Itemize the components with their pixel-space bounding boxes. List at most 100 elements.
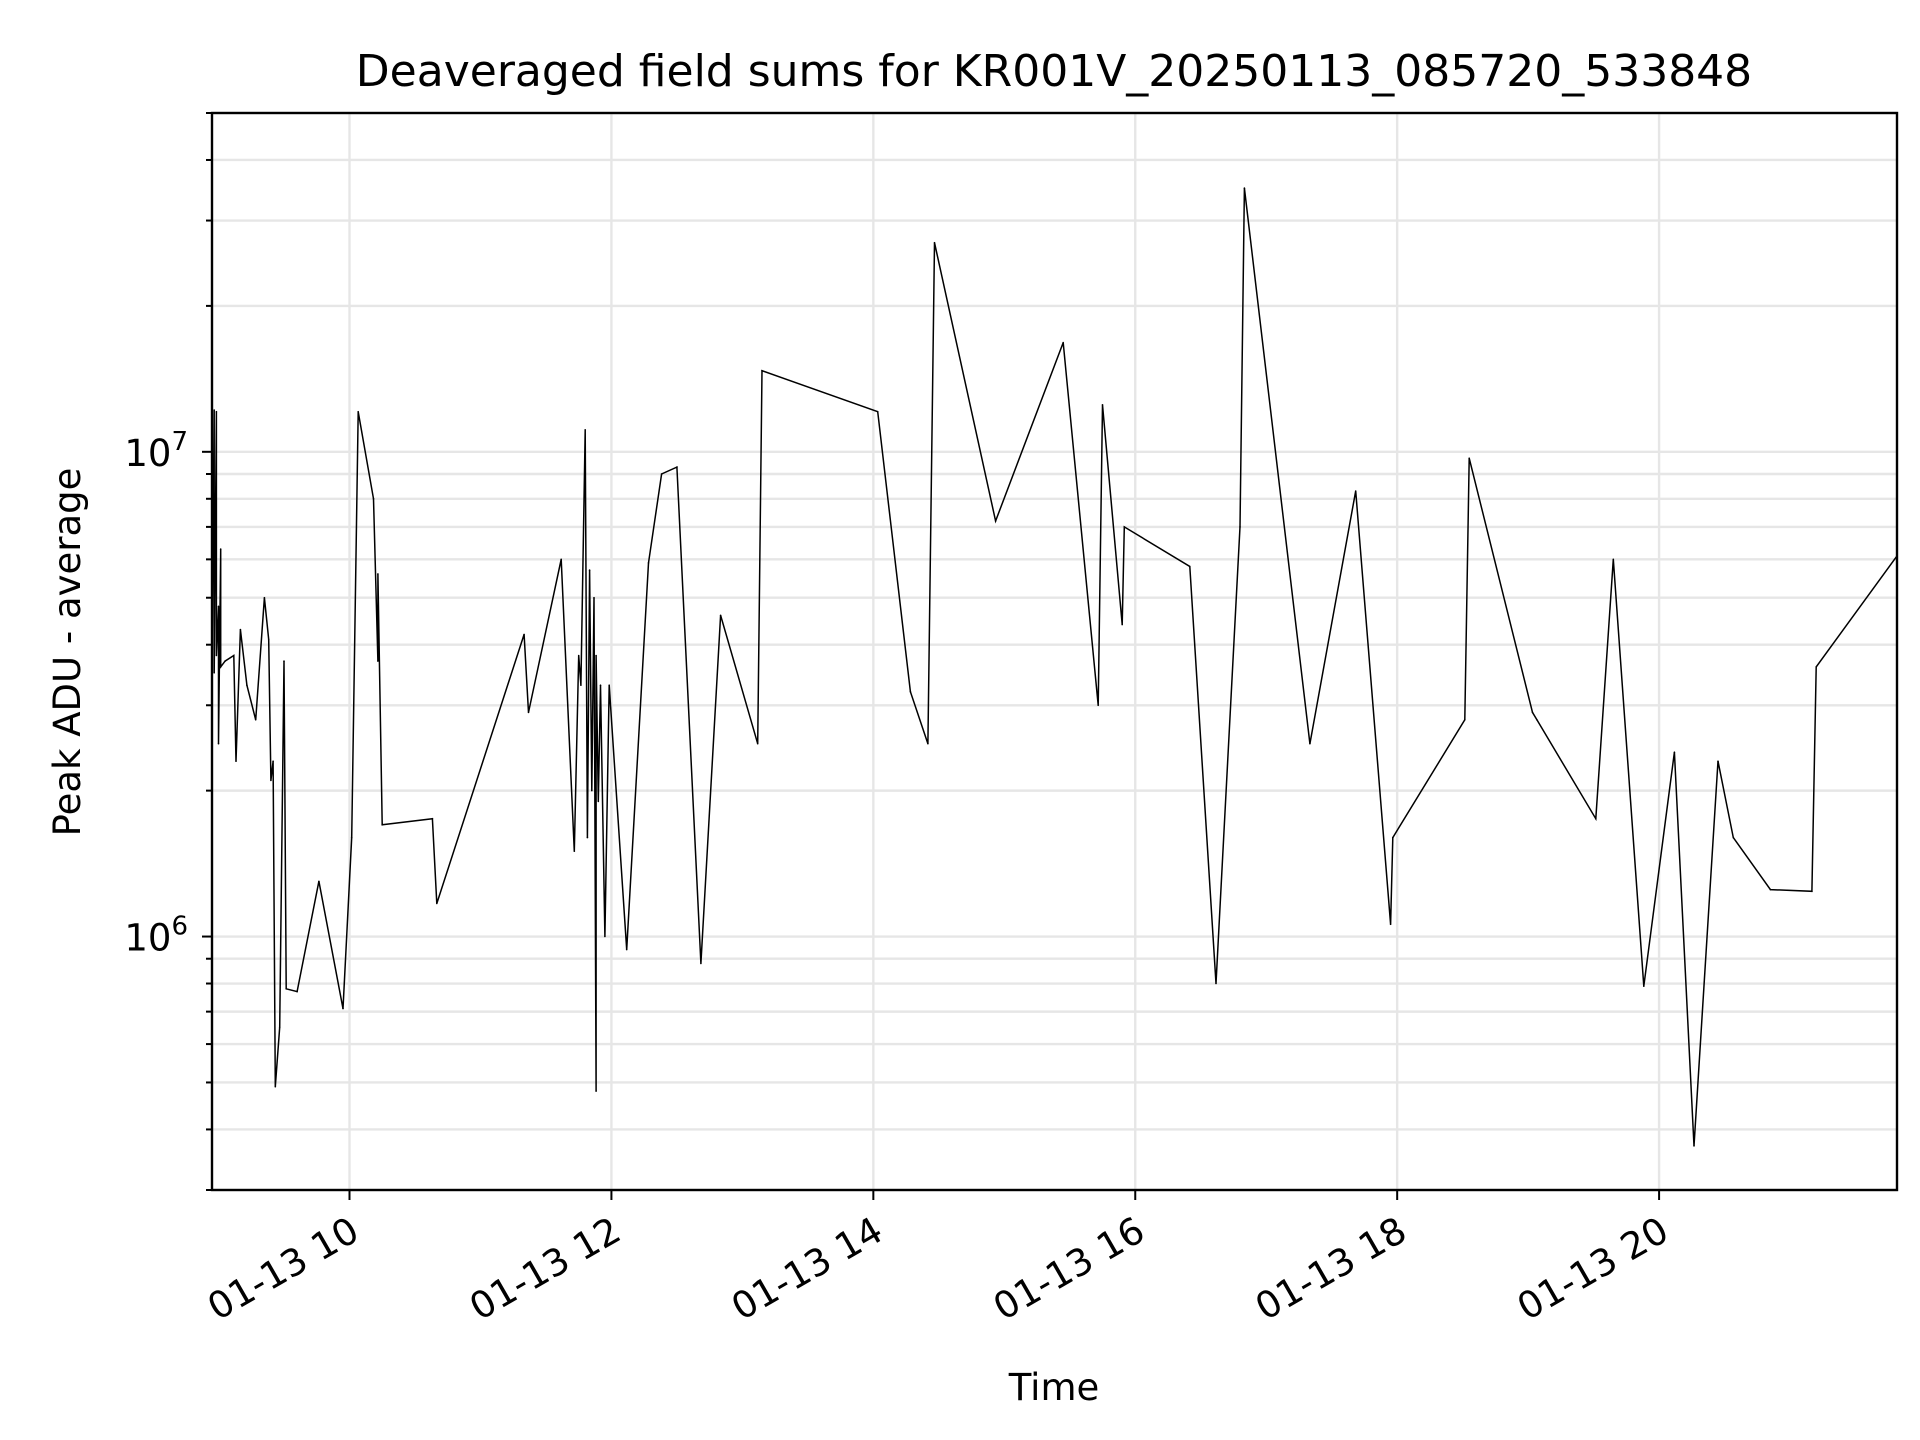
data-point (318, 880, 320, 883)
data-point (1121, 623, 1123, 626)
data-point (933, 241, 936, 244)
data-point (372, 498, 375, 500)
data-point (1101, 404, 1104, 406)
series-group (211, 187, 1898, 1147)
data-point (876, 410, 879, 413)
x-tick-label: 01-13 18 (1248, 1209, 1414, 1329)
data-point (597, 800, 600, 803)
data-point (756, 742, 759, 745)
data-point (377, 660, 379, 662)
data-point (263, 596, 266, 599)
data-point (523, 633, 525, 636)
y-tick-label-exponent: 7 (171, 427, 188, 457)
y-tick-label-exponent: 6 (171, 912, 188, 942)
data-point (436, 902, 438, 905)
data-point (219, 548, 222, 550)
data-point (1769, 888, 1772, 891)
data-point (1464, 719, 1466, 721)
data-point (296, 990, 298, 993)
data-point (217, 605, 220, 608)
data-point (254, 719, 257, 721)
data-point (1531, 711, 1534, 714)
data-point (1389, 923, 1392, 926)
data-point (700, 962, 702, 965)
data-point (580, 684, 582, 686)
data-point (1189, 565, 1191, 568)
plot-frame (210, 111, 1899, 1192)
data-point (278, 1026, 281, 1028)
data-point (604, 935, 606, 938)
x-axis-label: Time (1008, 1366, 1100, 1409)
data-point (1468, 457, 1470, 460)
data-point (342, 1007, 344, 1010)
data-point (1215, 982, 1217, 985)
data-point (381, 824, 384, 826)
data-point (1239, 526, 1241, 528)
data-point (219, 666, 222, 668)
series-line (211, 188, 1898, 1146)
data-point (285, 988, 288, 990)
data-point (1673, 751, 1676, 753)
data-point (1354, 490, 1357, 492)
data-point (1392, 836, 1394, 839)
data-point (215, 410, 218, 413)
data-point (235, 760, 237, 762)
data-point (1693, 1145, 1695, 1147)
y-tick-label: 106 (124, 912, 188, 960)
y-axis-label: Peak ADU - average (46, 468, 89, 837)
data-point (239, 628, 242, 631)
x-tick-label: 01-13 20 (1510, 1209, 1676, 1329)
grid (212, 111, 1897, 1192)
data-point (224, 660, 226, 662)
data-point (1309, 742, 1311, 745)
data-point (1643, 985, 1645, 987)
data-point (927, 742, 929, 745)
data-point (595, 654, 597, 657)
y-tick-label-base: 10 (124, 432, 171, 475)
data-point (213, 409, 215, 411)
data-point (1717, 760, 1719, 762)
x-tick-label: 01-13 14 (724, 1209, 890, 1329)
data-point (350, 836, 353, 839)
data-point (660, 473, 663, 475)
data-point (577, 654, 580, 657)
data-point (593, 596, 595, 599)
data-point (1732, 836, 1735, 839)
data-point (1243, 187, 1246, 189)
data-point (270, 779, 272, 782)
data-point (217, 742, 220, 745)
data-point (215, 654, 218, 657)
data-point (1062, 341, 1064, 344)
data-point (431, 817, 434, 820)
data-point (588, 569, 591, 571)
y-tick-label-base: 10 (124, 917, 171, 960)
chart-title: Deaveraged field sums for KR001V_2025011… (356, 46, 1752, 97)
data-point (1811, 890, 1813, 893)
data-point (527, 711, 530, 714)
data-point (625, 948, 628, 951)
data-point (1896, 555, 1898, 557)
data-point (357, 410, 360, 413)
data-point (211, 660, 213, 662)
data-point (377, 573, 379, 575)
data-point (584, 429, 586, 431)
data-point (1612, 558, 1615, 561)
data-point (909, 690, 912, 693)
data-point (213, 672, 215, 674)
data-point (560, 558, 562, 561)
y-tick-label: 107 (124, 427, 188, 475)
data-point (676, 466, 678, 468)
data-point (608, 684, 610, 686)
data-point (591, 789, 593, 792)
data-point (647, 562, 650, 564)
x-tick-label: 01-13 16 (986, 1209, 1152, 1329)
data-point (595, 1090, 597, 1092)
data-point (272, 760, 274, 762)
data-point (267, 638, 270, 641)
data-point (719, 614, 722, 617)
data-point (1595, 817, 1597, 820)
data-point (1536, 719, 1538, 721)
data-point (1097, 704, 1099, 707)
